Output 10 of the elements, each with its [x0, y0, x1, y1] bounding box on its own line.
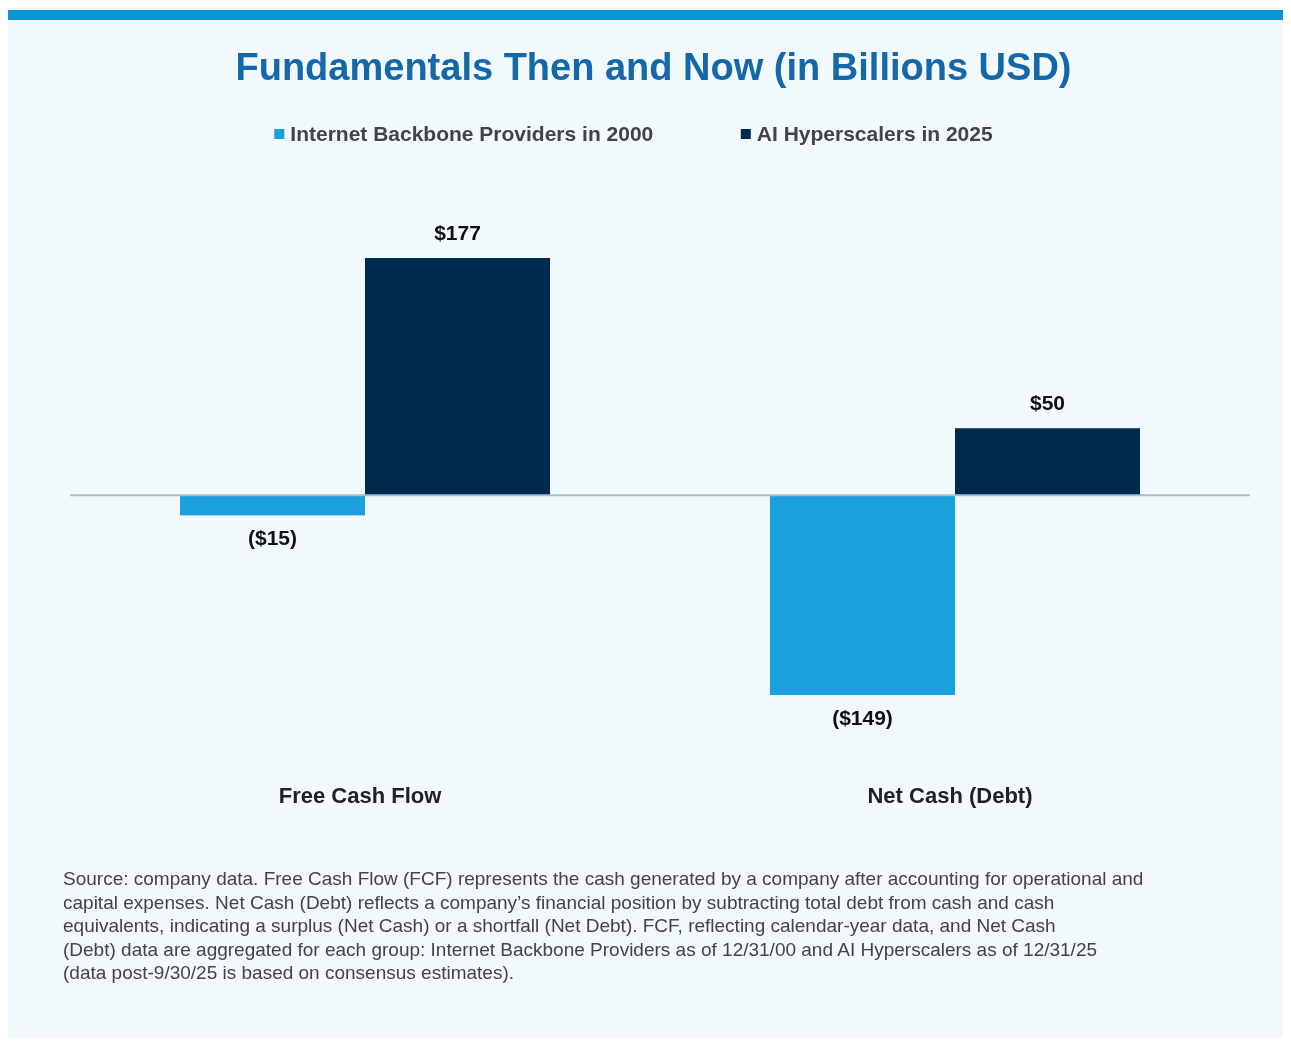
- legend-label: Internet Backbone Providers in 2000: [290, 122, 654, 145]
- x-tick-label: Net Cash (Debt): [867, 783, 1033, 808]
- source-note: Source: company data. Free Cash Flow (FCF) represents the cash generated by a company after accounting for operational and capital expenses. Net Cash (Debt) reflects a company’s financial position by subtracting total debt from cash and cash equivalents, indicating a surplus (Net Cash) or a shortfall (Net Debt). FCF, reflecting calendar-year data, and Net Cash (Debt) data are aggregated for each group: Internet Backbone Providers as of 12/31/00 and AI Hyperscalers as of 12/31/25 (data post-9/30/25 is based on consensus estimates).: [63, 868, 1144, 983]
- data-label: ($15): [247, 526, 298, 550]
- x-tick-label: Free Cash Flow: [278, 783, 443, 808]
- data-label: ($149): [832, 706, 893, 729]
- data-label: $50: [1029, 391, 1066, 415]
- legend-label: AI Hyperscalers in 2025: [756, 122, 993, 145]
- chart-title: Fundamentals Then and Now (in Billions USD): [235, 46, 1072, 88]
- data-label: $177: [434, 221, 481, 244]
